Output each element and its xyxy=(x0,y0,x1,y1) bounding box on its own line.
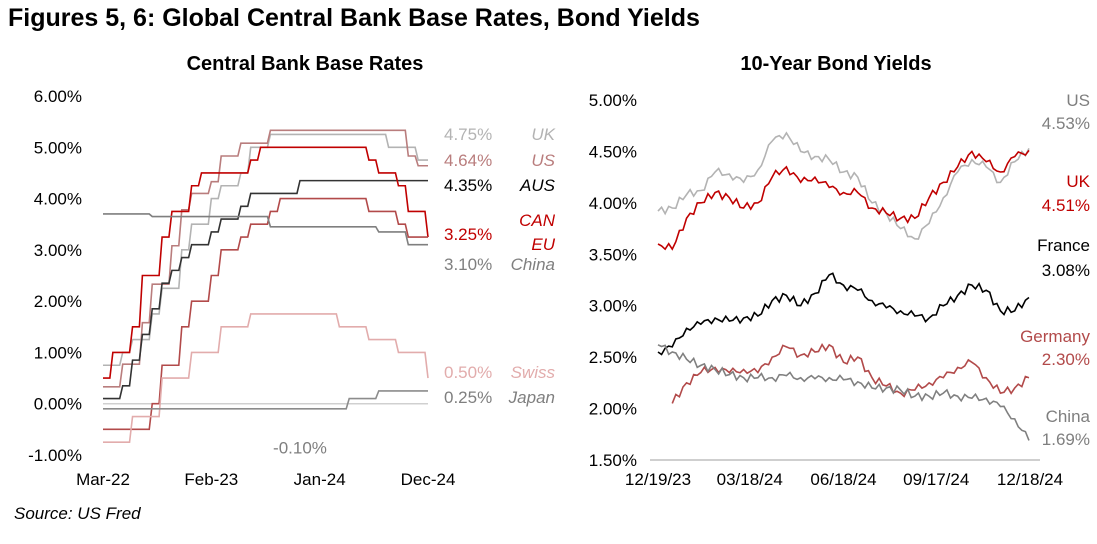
y-tick-label: 0.00% xyxy=(34,395,82,414)
y-tick-label: 1.00% xyxy=(34,343,82,362)
series-line-france xyxy=(657,272,1030,356)
end-value-label: 4.51% xyxy=(1042,196,1090,215)
series-name-label: UK xyxy=(1066,172,1090,191)
series-line-uk xyxy=(657,149,1030,251)
x-tick-label: 12/18/24 xyxy=(997,470,1063,489)
y-tick-label: 2.00% xyxy=(34,292,82,311)
series-line-us xyxy=(657,131,1030,240)
y-tick-label: 4.00% xyxy=(589,194,637,213)
y-tick-label: 4.00% xyxy=(34,190,82,209)
series-name-label: UK xyxy=(531,125,555,144)
series-name-label: Germany xyxy=(1020,327,1090,346)
series-name-label: US xyxy=(531,151,555,170)
end-value-label: 3.08% xyxy=(1042,261,1090,280)
series-name-label: China xyxy=(1046,407,1091,426)
end-value-label: 4.53% xyxy=(1042,114,1090,133)
y-tick-label: 3.00% xyxy=(34,241,82,260)
end-value-label: 4.64% xyxy=(444,151,492,170)
end-value-label: 4.75% xyxy=(444,125,492,144)
y-tick-label: 6.00% xyxy=(34,87,82,106)
y-tick-label: 4.50% xyxy=(589,142,637,161)
end-value-label: 0.50% xyxy=(444,363,492,382)
series-name-label: Swiss xyxy=(511,363,556,382)
end-value-label: 3.10% xyxy=(444,255,492,274)
series-name-label: AUS xyxy=(519,176,556,195)
end-value-label: 3.25% xyxy=(444,225,492,244)
x-tick-label: Dec-24 xyxy=(401,470,456,489)
series-line-germany xyxy=(671,343,1030,404)
series-line-japan xyxy=(103,390,428,410)
series-line-us xyxy=(103,129,428,388)
left-chart-title: Central Bank Base Rates xyxy=(187,53,424,75)
y-tick-label: 1.50% xyxy=(589,451,637,470)
x-tick-label: Mar-22 xyxy=(76,470,130,489)
x-tick-label: 12/19/23 xyxy=(625,470,691,489)
end-value-label: 2.30% xyxy=(1042,350,1090,369)
series-name-label: Japan xyxy=(508,388,555,407)
end-value-label: 0.25% xyxy=(444,388,492,407)
end-value-label: 1.69% xyxy=(1042,430,1090,449)
y-tick-label: 2.50% xyxy=(589,348,637,367)
series-name-label: CAN xyxy=(519,211,556,230)
annotation-label: -0.10% xyxy=(273,438,327,457)
series-line-eu xyxy=(103,197,428,431)
y-tick-label: 5.00% xyxy=(589,91,637,110)
x-tick-label: 06/18/24 xyxy=(810,470,876,489)
series-line-aus xyxy=(103,179,428,400)
series-name-label: China xyxy=(511,255,555,274)
series-name-label: EU xyxy=(531,235,555,254)
source-note: Source: US Fred xyxy=(14,504,141,523)
right-chart-title: 10-Year Bond Yields xyxy=(740,53,931,75)
series-line-uk xyxy=(103,133,428,367)
series-name-label: US xyxy=(1066,91,1090,110)
x-tick-label: 03/18/24 xyxy=(717,470,783,489)
x-tick-label: Jan-24 xyxy=(294,470,346,489)
series-line-china xyxy=(657,344,1030,441)
y-tick-label: -1.00% xyxy=(28,446,82,465)
x-tick-label: Feb-23 xyxy=(184,470,238,489)
y-tick-label: 3.50% xyxy=(589,245,637,264)
series-name-label: France xyxy=(1037,236,1090,255)
y-tick-label: 2.00% xyxy=(589,400,637,419)
series-line-swiss xyxy=(103,313,429,443)
end-value-label: 4.35% xyxy=(444,176,492,195)
series-line-can xyxy=(103,146,429,379)
figure-title: Figures 5, 6: Global Central Bank Base R… xyxy=(8,4,700,32)
y-tick-label: 5.00% xyxy=(34,138,82,157)
series-line-china xyxy=(103,213,428,246)
y-tick-label: 3.00% xyxy=(589,297,637,316)
x-tick-label: 09/17/24 xyxy=(903,470,969,489)
